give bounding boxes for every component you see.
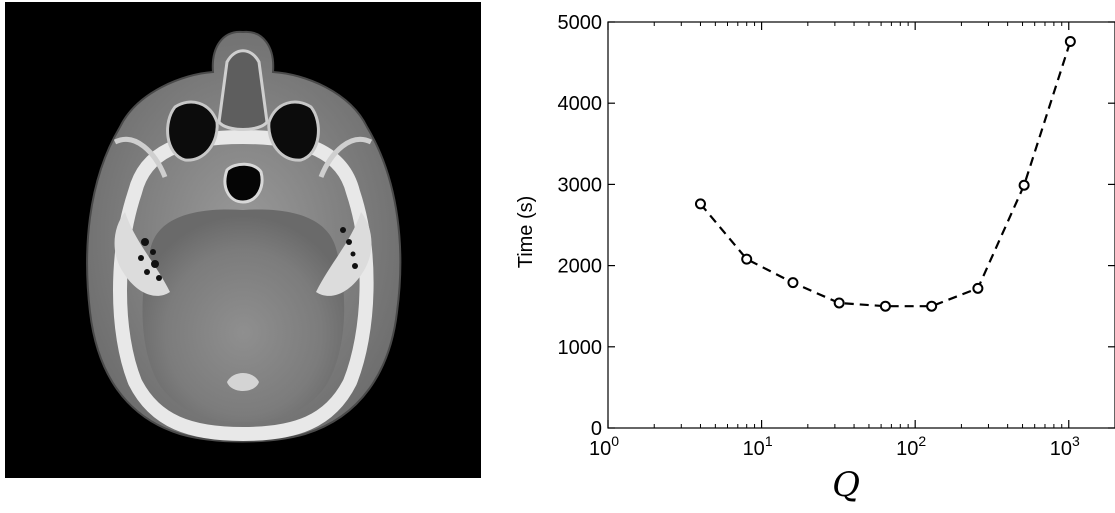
y-axis-ticks: 0 1000 2000 3000 4000 5000	[558, 12, 1115, 440]
data-point-marker	[927, 302, 936, 311]
x-tick-label-base: 10	[743, 438, 765, 460]
data-point-marker	[835, 298, 844, 307]
data-point-marker	[742, 255, 751, 264]
brain-ct-scan-svg	[5, 2, 481, 478]
x-tick-label-exponent: 0	[611, 433, 619, 449]
data-point-marker	[881, 302, 890, 311]
data-point-marker	[696, 199, 705, 208]
y-axis-label: Time (s)	[515, 196, 537, 269]
x-tick-label-base: 10	[589, 438, 611, 460]
x-tick-label-exponent: 1	[765, 433, 773, 449]
x-tick-label: 101	[743, 433, 773, 460]
x-tick-label: 100	[589, 433, 619, 460]
plot-frame	[608, 22, 1115, 428]
y-tick-label: 1000	[558, 337, 603, 359]
data-point-marker	[788, 278, 797, 287]
x-tick-label-base: 10	[1050, 438, 1072, 460]
y-tick-label: 3000	[558, 174, 603, 196]
series-line	[701, 42, 1071, 307]
x-tick-label-base: 10	[896, 438, 918, 460]
series-markers	[696, 37, 1075, 311]
x-axis-minor-ticks	[654, 22, 1115, 428]
x-tick-label: 102	[896, 433, 926, 460]
data-point-marker	[1020, 181, 1029, 190]
y-tick-label: 5000	[558, 12, 603, 34]
data-point-marker	[973, 284, 982, 293]
x-tick-label: 103	[1050, 433, 1080, 460]
y-tick-label: 4000	[558, 93, 603, 115]
sphenoid-sinus	[225, 164, 262, 202]
nasal-cavity	[219, 51, 267, 130]
brain-ct-scan-image	[5, 2, 481, 478]
data-point-marker	[1066, 37, 1075, 46]
x-tick-label-exponent: 2	[918, 433, 926, 449]
y-tick-label: 0	[591, 418, 602, 440]
x-axis-label: Q	[832, 465, 860, 505]
y-tick-label: 2000	[558, 256, 603, 278]
x-tick-label-exponent: 3	[1072, 433, 1080, 449]
